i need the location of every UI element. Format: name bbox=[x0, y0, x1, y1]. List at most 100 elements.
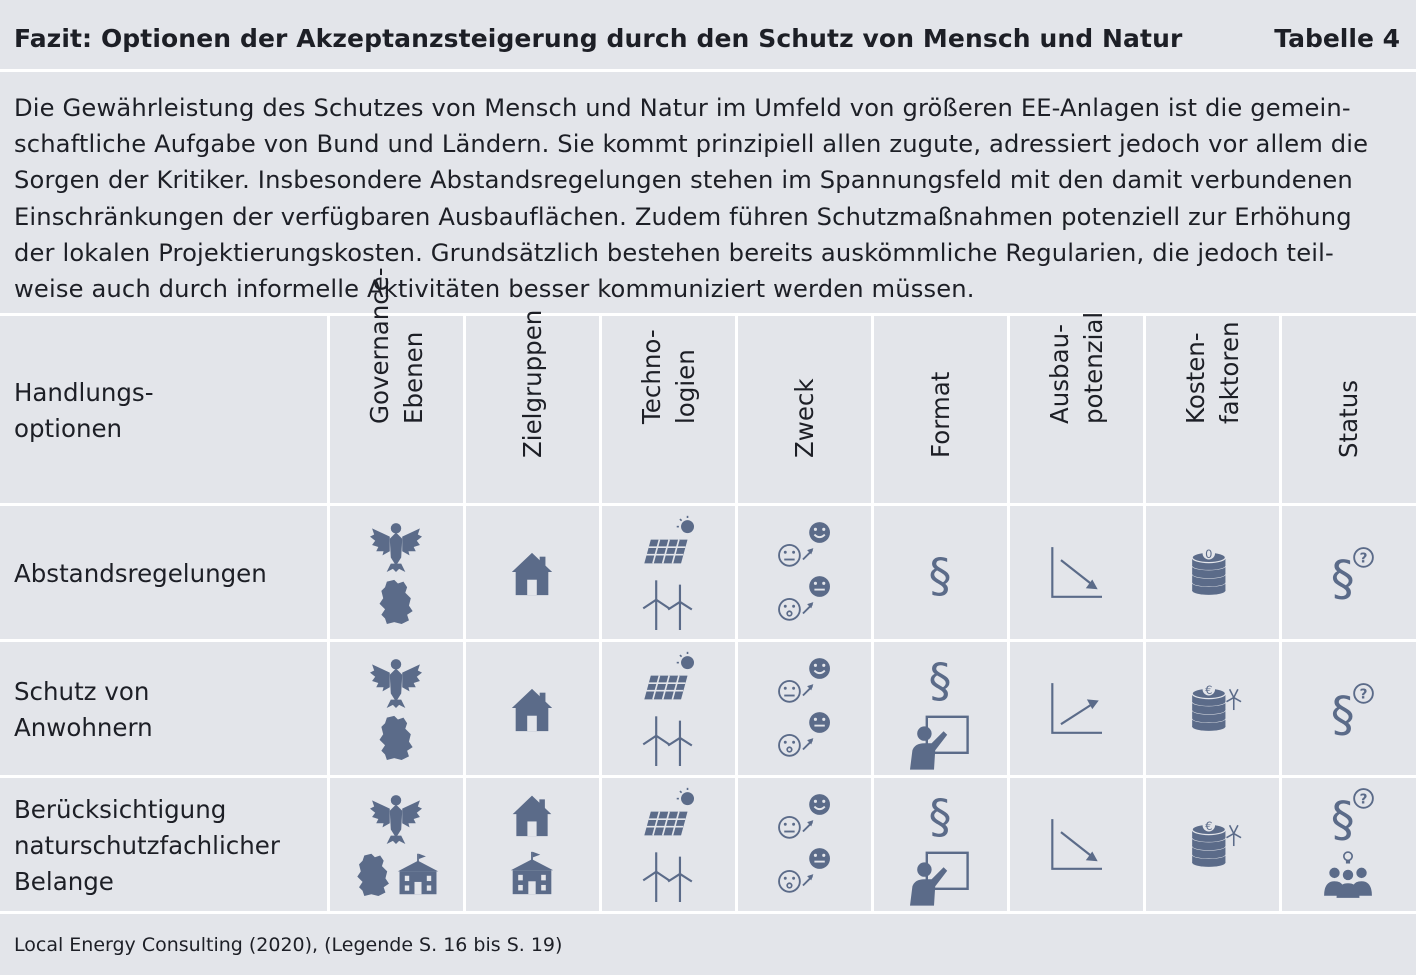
grid-line bbox=[871, 313, 874, 913]
grid-line bbox=[0, 313, 1416, 316]
column-header-line: Status bbox=[1334, 379, 1363, 458]
mood-neutral-to-happy-icon bbox=[778, 522, 830, 567]
intro-line: Die Gewährleistung des Schutzes von Mens… bbox=[14, 94, 1351, 122]
coin-stack-icon: 0 bbox=[1191, 546, 1227, 595]
column-header-line: Kosten- bbox=[1181, 332, 1210, 424]
group-idea-icon bbox=[1324, 851, 1372, 898]
column-header-line: logien bbox=[671, 349, 700, 424]
mood-neutral-to-happy-icon bbox=[778, 658, 830, 703]
intro-text: Die Gewährleistung des Schutzes von Mens… bbox=[14, 90, 1404, 307]
svg-text:§: § bbox=[1331, 551, 1355, 606]
svg-text:?: ? bbox=[1360, 550, 1368, 566]
germany-map-icon bbox=[379, 579, 413, 624]
paragraph-question-icon: §? bbox=[1331, 682, 1374, 742]
column-header-format: Format bbox=[874, 318, 1008, 504]
row-label-abstandsregelungen: Abstandsregelungen bbox=[14, 556, 267, 592]
column-header-line: potenzial bbox=[1079, 311, 1108, 424]
wind-turbines-icon bbox=[642, 852, 693, 902]
paragraph-question-icon: §? bbox=[1331, 788, 1374, 848]
table-title: Fazit: Optionen der Akzeptanzsteigerung … bbox=[14, 24, 1183, 53]
mood-worried-to-neutral-icon bbox=[778, 712, 830, 757]
trend-down-icon bbox=[1051, 546, 1102, 598]
presentation-icon bbox=[910, 851, 969, 906]
column-header-status: Status bbox=[1282, 318, 1416, 504]
column-header-zielgruppen: Zielgruppen bbox=[466, 310, 600, 504]
row-label-naturschutz: Berücksichtigung naturschutzfachlicher B… bbox=[14, 792, 280, 900]
row-label-line: naturschutzfachlicher bbox=[14, 831, 280, 860]
column-header-line: Ausbau- bbox=[1045, 324, 1074, 424]
grid-line bbox=[463, 313, 466, 913]
svg-text:?: ? bbox=[1360, 792, 1368, 808]
source-note: Local Energy Consulting (2020), (Legende… bbox=[14, 934, 563, 956]
grid-line bbox=[0, 911, 1416, 914]
paragraph-icon: § bbox=[928, 653, 951, 707]
grid-line bbox=[1279, 313, 1282, 913]
trend-up-icon bbox=[1051, 682, 1102, 734]
grid-line bbox=[1007, 313, 1010, 913]
grid-line bbox=[1143, 313, 1146, 913]
coin-stack-wind-icon: € bbox=[1191, 682, 1242, 731]
row-label-line: Berücksichtigung bbox=[14, 795, 227, 824]
eagle-icon bbox=[370, 523, 422, 572]
column-header-line: Format bbox=[926, 371, 955, 458]
column-header-technologien: Techno-logien bbox=[602, 318, 736, 504]
row-header-line: optionen bbox=[14, 414, 123, 443]
row-header-line: Handlungs- bbox=[14, 378, 154, 407]
intro-line: schaftliche Aufgabe von Bund und Ländern… bbox=[14, 130, 1369, 159]
svg-text:§: § bbox=[928, 548, 951, 602]
intro-line: Sorgen der Kritiker. Insbesondere Abstan… bbox=[14, 166, 1353, 195]
svg-text:0: 0 bbox=[1205, 546, 1212, 560]
table-number: Tabelle 4 bbox=[1274, 24, 1400, 53]
row-label-line: Abstandsregelungen bbox=[14, 559, 267, 588]
mood-worried-to-neutral-icon bbox=[778, 576, 830, 621]
germany-map-icon bbox=[357, 853, 389, 896]
trend-down-icon bbox=[1051, 818, 1102, 870]
table-header: Fazit: Optionen der Akzeptanzsteigerung … bbox=[0, 0, 1416, 72]
svg-text:§: § bbox=[928, 789, 951, 843]
grid-line bbox=[0, 639, 1416, 642]
column-header-line: Ebenen bbox=[399, 331, 428, 424]
grid-line bbox=[0, 775, 1416, 778]
row-label-line: Schutz von bbox=[14, 677, 150, 706]
town-hall-icon bbox=[397, 853, 439, 895]
house-icon bbox=[511, 552, 553, 595]
coin-stack-wind-icon: € bbox=[1191, 818, 1242, 867]
column-header-line: Techno- bbox=[637, 329, 666, 424]
row-label-schutz-von-anwohnern: Schutz von Anwohnern bbox=[14, 674, 153, 746]
svg-text:?: ? bbox=[1360, 686, 1368, 702]
column-header-ausbaupotenzial: Ausbau-potenzial bbox=[1010, 312, 1144, 504]
wind-turbines-icon bbox=[642, 580, 693, 630]
svg-text:€: € bbox=[1205, 682, 1212, 696]
row-label-line: Belange bbox=[14, 867, 114, 896]
column-header-line: Zweck bbox=[790, 378, 819, 458]
town-hall-icon bbox=[510, 851, 554, 895]
germany-map-icon bbox=[379, 715, 413, 760]
presentation-icon bbox=[910, 715, 969, 770]
eagle-icon bbox=[370, 795, 422, 844]
paragraph-icon: § bbox=[928, 789, 951, 843]
column-header-line: faktoren bbox=[1215, 321, 1244, 424]
column-header-kostenfaktoren: Kosten-faktoren bbox=[1146, 318, 1280, 504]
svg-text:§: § bbox=[1331, 687, 1355, 742]
mood-worried-to-neutral-icon bbox=[778, 848, 830, 893]
row-label-line: Anwohnern bbox=[14, 713, 153, 742]
grid-line bbox=[599, 313, 602, 913]
column-header-governance: Governance- Ebenen bbox=[330, 267, 464, 504]
column-header-zweck: Zweck bbox=[738, 318, 872, 504]
paragraph-icon: § bbox=[928, 548, 951, 602]
solar-panel-icon bbox=[644, 515, 694, 564]
column-header-line: Governance- bbox=[365, 267, 394, 424]
column-header-line: Zielgruppen bbox=[518, 309, 547, 458]
paragraph-question-icon: §? bbox=[1331, 546, 1374, 606]
grid-line bbox=[0, 503, 1416, 506]
row-header-label: Handlungs- optionen bbox=[14, 375, 154, 447]
grid-line bbox=[735, 313, 738, 913]
intro-line: Einschränkungen der verfügbaren Ausbaufl… bbox=[14, 202, 1352, 231]
house-icon bbox=[512, 795, 552, 837]
svg-text:§: § bbox=[928, 653, 951, 707]
intro-line: der lokalen Projektierungskosten. Grunds… bbox=[14, 238, 1334, 267]
house-icon bbox=[511, 688, 553, 731]
svg-text:€: € bbox=[1205, 818, 1212, 832]
solar-panel-icon bbox=[644, 651, 694, 700]
